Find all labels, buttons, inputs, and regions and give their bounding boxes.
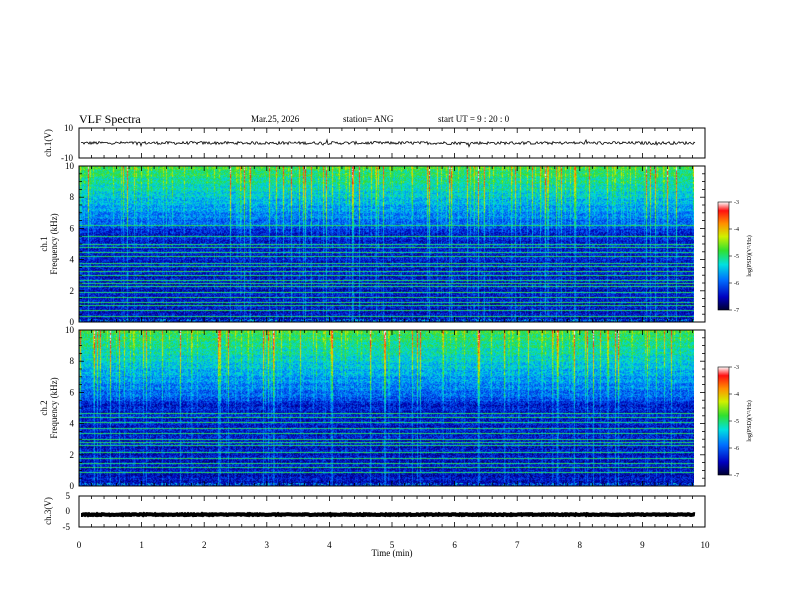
ch3-ytick-top: 5 — [66, 491, 71, 501]
freq-tick-label: 6 — [70, 223, 75, 233]
ch3-waveform-time-ticks — [78, 496, 706, 527]
colorbar-tick-label: -3 — [734, 365, 739, 371]
time-tick-label: 5 — [390, 540, 395, 550]
freq-tick-label: 2 — [70, 286, 75, 296]
ch1-ylabel: ch.1(V) — [43, 129, 53, 157]
ch1-waveform-panel: 10 -10 ch.1(V) — [43, 123, 706, 163]
ch1-waveform-time-ticks — [78, 128, 706, 158]
ch2-channel-label: ch.2 — [39, 400, 49, 415]
time-tick-label: 0 — [77, 540, 82, 550]
freq-tick-label: 8 — [70, 356, 75, 366]
ch2-spectrogram-time-ticks — [78, 330, 706, 486]
ch1-ytick-top: 10 — [64, 123, 74, 133]
ch1-spectrogram-panel: 0 2 4 6 8 10 ch.1 Frequency (kHz) -3 -4 -5 -6 -7 … — [39, 161, 753, 327]
freq-tick-label: 4 — [70, 255, 75, 265]
time-tick-label: 8 — [578, 540, 583, 550]
ch1-ytick-bottom: -10 — [61, 153, 73, 163]
ch1-colorbar: -3 -4 -5 -6 -7 log(PSD)(V²/Hz) — [717, 200, 753, 314]
colorbar-tick-label: -7 — [734, 473, 739, 479]
ch2-spectrogram-image — [79, 330, 694, 486]
station-label: station= ANG — [343, 114, 394, 124]
freq-tick-label: 2 — [70, 450, 75, 460]
colorbar-tick-label: -3 — [734, 200, 739, 206]
colorbar-tick-label: -4 — [734, 227, 739, 233]
ch1-colorbar-scale — [717, 201, 730, 311]
freq-tick-label: 10 — [65, 161, 75, 171]
colorbar-tick-label: -6 — [734, 446, 739, 452]
time-tick-labels: 0 1 2 3 4 5 6 7 8 9 10 — [77, 540, 710, 550]
date-label: Mar.25, 2026 — [251, 114, 300, 124]
ch3-ylabel: ch.3(V) — [43, 497, 53, 525]
ch1-colorbar-label: log(PSD)(V²/Hz) — [746, 235, 753, 276]
ch2-frequency-label: Frequency (kHz) — [49, 377, 59, 438]
freq-tick-label: 6 — [70, 387, 75, 397]
time-tick-label: 3 — [265, 540, 270, 550]
time-tick-label: 6 — [452, 540, 457, 550]
freq-tick-label: 0 — [70, 317, 75, 327]
freq-tick-label: 4 — [70, 419, 75, 429]
ch1-frequency-ticks: 0 2 4 6 8 10 — [65, 161, 705, 327]
ch1-channel-label: ch.1 — [39, 236, 49, 251]
x-axis-label: Time (min) — [372, 548, 413, 558]
ch3-waveform-trace — [80, 511, 696, 518]
ch1-waveform-trace — [80, 138, 696, 148]
ch1-frequency-label: Frequency (kHz) — [49, 213, 59, 274]
freq-tick-label: 8 — [70, 192, 75, 202]
ch1-colorbar-ticks: -3 -4 -5 -6 -7 — [729, 200, 739, 314]
ch2-colorbar-label: log(PSD)(V²/Hz) — [746, 400, 753, 441]
time-tick-label: 7 — [515, 540, 520, 550]
figure-title: VLF Spectra — [79, 112, 141, 126]
time-tick-label: 2 — [202, 540, 207, 550]
colorbar-tick-label: -7 — [734, 308, 739, 314]
ch1-spectrogram-image — [79, 166, 694, 322]
ch3-waveform-panel: 5 0 -5 ch.3(V) 0 1 2 3 4 5 6 7 8 9 10 Time (min) — [43, 491, 710, 558]
ch3-ytick-mid: 0 — [66, 506, 71, 516]
ch2-colorbar: -3 -4 -5 -6 -7 log(PSD)(V²/Hz) — [717, 365, 753, 479]
colorbar-tick-label: -6 — [734, 281, 739, 287]
start-time-label: start UT = 9 : 20 : 0 — [438, 114, 510, 124]
colorbar-tick-label: -5 — [734, 419, 739, 425]
freq-tick-label: 0 — [70, 481, 75, 491]
freq-tick-label: 10 — [65, 325, 75, 335]
ch2-colorbar-scale — [717, 366, 730, 476]
colorbar-tick-label: -4 — [734, 392, 739, 398]
time-tick-label: 9 — [640, 540, 645, 550]
ch2-colorbar-ticks: -3 -4 -5 -6 -7 — [729, 365, 739, 479]
ch2-frequency-ticks: 0 2 4 6 8 10 — [65, 325, 705, 491]
time-tick-label: 1 — [139, 540, 144, 550]
ch2-spectrogram-panel: 0 2 4 6 8 10 ch.2 Frequency (kHz) -3 -4 -5 -6 -7 … — [39, 325, 753, 491]
time-tick-label: 4 — [327, 540, 332, 550]
ch1-spectrogram-time-ticks — [78, 166, 706, 322]
time-tick-label: 10 — [701, 540, 711, 550]
ch3-ytick-bottom: -5 — [63, 522, 71, 532]
colorbar-tick-label: -5 — [734, 254, 739, 260]
